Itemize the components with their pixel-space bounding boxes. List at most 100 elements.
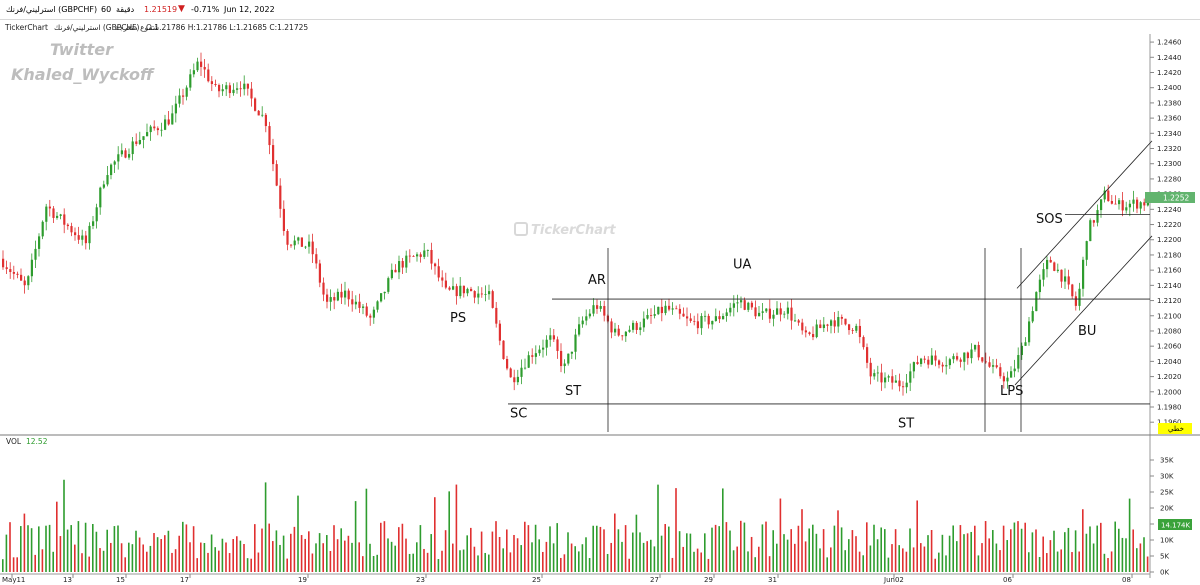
candle-body [210,81,213,85]
candle-body [268,126,271,146]
volume-bar [12,557,15,572]
volume-bar [970,531,972,572]
candle-body [884,377,887,383]
volume-bar [326,535,328,572]
candle-body [567,353,570,364]
candle-body [524,367,527,369]
volume-bar [574,546,576,572]
brand-logo-icon [514,222,528,236]
volume-bar [1136,548,1138,572]
candle-body [772,314,775,319]
volume-bar [232,539,234,572]
volume-bar [923,546,926,572]
price-tick-label: 1.2320 [1157,145,1182,153]
candle-body [297,237,300,241]
candle-body [516,376,519,383]
volume-bar [527,525,530,572]
candle-body [308,241,311,247]
candle-body [642,318,645,328]
price-tick-label: 1.1960 [1157,419,1182,427]
candle-body [1078,288,1081,306]
volume-bar [203,543,206,572]
price-tick-label: 1.2180 [1157,251,1182,259]
volume-bar [1024,522,1026,572]
volume-bar [488,554,490,572]
symbol-toolbar: استرليني/فرنك (GBPCHF) 60 دقيقة 1.21519 … [0,0,1200,20]
price-tick-label: 1.2020 [1157,373,1182,381]
candle-body [855,325,858,331]
volume-bar [686,533,688,572]
volume-bar [596,525,598,572]
volume-value-tag [1158,519,1192,530]
candle-body [149,126,152,133]
candle-body [650,315,653,316]
price-axis[interactable]: 1.2460 1.2440 1.2420 1.2400 1.2380 1.2360 1.23… [1150,39,1182,427]
candle-body [624,331,627,337]
candle-body [534,353,537,357]
volume-bar [812,524,814,572]
interval-value[interactable]: 60 [101,5,112,14]
candle-body [264,114,267,127]
volume-bar [372,555,375,572]
time-tick-label: 15 [116,576,125,584]
volume-bar [614,513,616,572]
candle-body [646,315,649,319]
alert-tag[interactable] [1158,423,1192,434]
volume-bar [189,542,191,572]
candle-body [1046,259,1049,270]
volume-bar [207,552,209,572]
time-axis[interactable]: May11 13 15 17 19 23 25 27 29 31 Jun02 06 08 [2,574,1133,584]
volume-bar [1064,532,1066,572]
volume-bar [236,536,238,572]
volume-axis[interactable]: 35K30K25K20K15K10K5K0K [1150,457,1174,577]
candle-body [869,362,872,377]
candle-body [671,308,674,310]
volume-bar [704,533,706,572]
last-price-tag-text: 1.2252 [1163,194,1189,203]
volume-bar [336,539,339,572]
candle-body [729,307,732,313]
candle-body [156,128,159,131]
candle-body [354,301,357,305]
candle-body [164,119,167,130]
candle-body [128,154,131,158]
volume-bar [984,521,987,572]
candle-body [412,255,415,257]
candle-body [1100,199,1103,211]
candle-body [599,306,602,309]
candle-body [329,297,332,302]
price-tick-label: 1.2120 [1157,297,1182,305]
volume-bar [707,558,710,572]
candle-body [585,316,588,321]
volume-bar [92,523,94,572]
volume-bar [927,535,929,572]
candle-body [804,330,807,333]
volume-bar [470,527,472,572]
volume-bar [239,540,242,572]
volume-bar [621,541,623,572]
volume-bar [218,550,220,572]
volume-bar [599,526,602,572]
candle-body [819,324,822,329]
symbol-name[interactable]: استرليني/فرنك (GBPCHF) [6,5,98,14]
volume-bar [556,523,558,572]
candle-body [632,322,635,330]
volume-bar [304,538,306,572]
alert-tag-text[interactable]: خطي [1168,425,1184,433]
volume-bar [887,557,890,572]
candle-body [2,258,5,268]
candle-body [844,318,847,325]
candle-body [588,313,591,317]
volume-bar [920,543,922,572]
volume-bar [617,529,620,572]
candle-body [848,324,851,331]
candle-body [747,302,750,310]
volume-bar [783,534,785,572]
volume-bar [200,542,202,572]
volume-bar [1017,521,1019,572]
candle-body [974,345,977,350]
candle-body [520,367,523,377]
time-tick-label: 31 [768,576,777,584]
candle-body [452,286,455,290]
